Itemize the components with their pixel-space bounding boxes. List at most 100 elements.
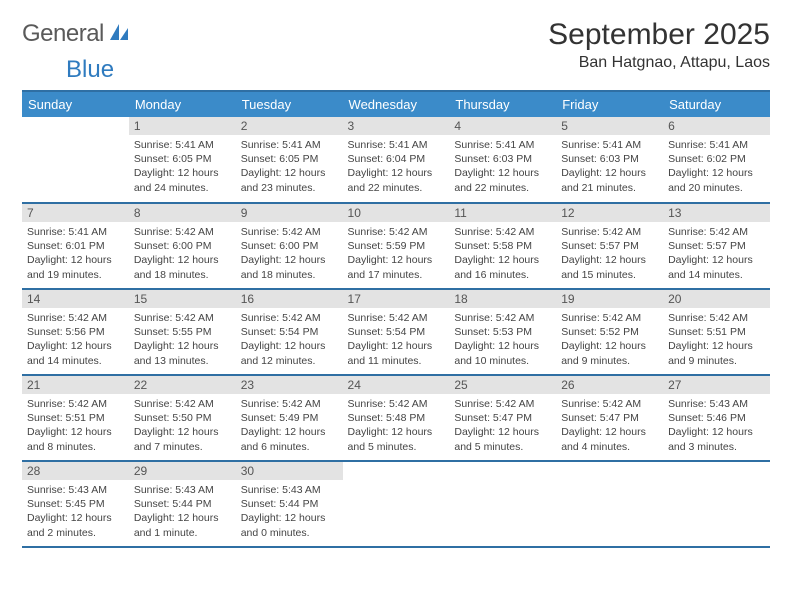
calendar-day: 19Sunrise: 5:42 AMSunset: 5:52 PMDayligh… xyxy=(556,289,663,375)
day-number: 2 xyxy=(236,117,343,135)
day-details: Sunrise: 5:42 AMSunset: 5:51 PMDaylight:… xyxy=(22,394,129,458)
day-details: Sunrise: 5:41 AMSunset: 6:04 PMDaylight:… xyxy=(343,135,450,199)
calendar-day: 23Sunrise: 5:42 AMSunset: 5:49 PMDayligh… xyxy=(236,375,343,461)
day-details: Sunrise: 5:42 AMSunset: 6:00 PMDaylight:… xyxy=(129,222,236,286)
day-number: 9 xyxy=(236,204,343,222)
calendar-empty xyxy=(556,461,663,547)
calendar-day: 20Sunrise: 5:42 AMSunset: 5:51 PMDayligh… xyxy=(663,289,770,375)
calendar-day: 24Sunrise: 5:42 AMSunset: 5:48 PMDayligh… xyxy=(343,375,450,461)
day-number: 25 xyxy=(449,376,556,394)
calendar-day: 8Sunrise: 5:42 AMSunset: 6:00 PMDaylight… xyxy=(129,203,236,289)
day-details: Sunrise: 5:42 AMSunset: 5:57 PMDaylight:… xyxy=(556,222,663,286)
day-number: 14 xyxy=(22,290,129,308)
day-number: 22 xyxy=(129,376,236,394)
brand-sail-icon xyxy=(108,22,130,47)
day-number: 11 xyxy=(449,204,556,222)
calendar-table: SundayMondayTuesdayWednesdayThursdayFrid… xyxy=(22,90,770,548)
day-details: Sunrise: 5:42 AMSunset: 5:56 PMDaylight:… xyxy=(22,308,129,372)
day-details: Sunrise: 5:42 AMSunset: 5:54 PMDaylight:… xyxy=(236,308,343,372)
day-number: 28 xyxy=(22,462,129,480)
day-details: Sunrise: 5:42 AMSunset: 6:00 PMDaylight:… xyxy=(236,222,343,286)
day-number: 7 xyxy=(22,204,129,222)
calendar-day: 22Sunrise: 5:42 AMSunset: 5:50 PMDayligh… xyxy=(129,375,236,461)
day-number: 13 xyxy=(663,204,770,222)
calendar-day: 14Sunrise: 5:42 AMSunset: 5:56 PMDayligh… xyxy=(22,289,129,375)
calendar-head: SundayMondayTuesdayWednesdayThursdayFrid… xyxy=(22,91,770,117)
day-details: Sunrise: 5:43 AMSunset: 5:46 PMDaylight:… xyxy=(663,394,770,458)
calendar-day: 7Sunrise: 5:41 AMSunset: 6:01 PMDaylight… xyxy=(22,203,129,289)
day-details: Sunrise: 5:41 AMSunset: 6:03 PMDaylight:… xyxy=(556,135,663,199)
day-details: Sunrise: 5:42 AMSunset: 5:59 PMDaylight:… xyxy=(343,222,450,286)
brand-logo: General xyxy=(22,18,132,48)
calendar-day: 11Sunrise: 5:42 AMSunset: 5:58 PMDayligh… xyxy=(449,203,556,289)
calendar-empty xyxy=(663,461,770,547)
day-number: 21 xyxy=(22,376,129,394)
day-details: Sunrise: 5:42 AMSunset: 5:47 PMDaylight:… xyxy=(556,394,663,458)
calendar-day: 21Sunrise: 5:42 AMSunset: 5:51 PMDayligh… xyxy=(22,375,129,461)
weekday-header: Sunday xyxy=(22,91,129,117)
day-details: Sunrise: 5:42 AMSunset: 5:52 PMDaylight:… xyxy=(556,308,663,372)
day-details: Sunrise: 5:41 AMSunset: 6:05 PMDaylight:… xyxy=(129,135,236,199)
calendar-day: 4Sunrise: 5:41 AMSunset: 6:03 PMDaylight… xyxy=(449,117,556,203)
calendar-day: 18Sunrise: 5:42 AMSunset: 5:53 PMDayligh… xyxy=(449,289,556,375)
day-details: Sunrise: 5:41 AMSunset: 6:01 PMDaylight:… xyxy=(22,222,129,286)
weekday-header: Friday xyxy=(556,91,663,117)
day-number: 29 xyxy=(129,462,236,480)
calendar-day: 26Sunrise: 5:42 AMSunset: 5:47 PMDayligh… xyxy=(556,375,663,461)
calendar-day: 16Sunrise: 5:42 AMSunset: 5:54 PMDayligh… xyxy=(236,289,343,375)
calendar-day: 25Sunrise: 5:42 AMSunset: 5:47 PMDayligh… xyxy=(449,375,556,461)
day-details: Sunrise: 5:42 AMSunset: 5:51 PMDaylight:… xyxy=(663,308,770,372)
day-details: Sunrise: 5:42 AMSunset: 5:54 PMDaylight:… xyxy=(343,308,450,372)
day-number: 4 xyxy=(449,117,556,135)
day-number: 16 xyxy=(236,290,343,308)
calendar-day: 17Sunrise: 5:42 AMSunset: 5:54 PMDayligh… xyxy=(343,289,450,375)
day-details: Sunrise: 5:43 AMSunset: 5:44 PMDaylight:… xyxy=(129,480,236,544)
day-number: 8 xyxy=(129,204,236,222)
day-details: Sunrise: 5:42 AMSunset: 5:53 PMDaylight:… xyxy=(449,308,556,372)
calendar-day: 3Sunrise: 5:41 AMSunset: 6:04 PMDaylight… xyxy=(343,117,450,203)
weekday-header: Tuesday xyxy=(236,91,343,117)
day-details: Sunrise: 5:42 AMSunset: 5:57 PMDaylight:… xyxy=(663,222,770,286)
calendar-day: 2Sunrise: 5:41 AMSunset: 6:05 PMDaylight… xyxy=(236,117,343,203)
calendar-day: 28Sunrise: 5:43 AMSunset: 5:45 PMDayligh… xyxy=(22,461,129,547)
day-number: 3 xyxy=(343,117,450,135)
calendar-day: 6Sunrise: 5:41 AMSunset: 6:02 PMDaylight… xyxy=(663,117,770,203)
calendar-day: 29Sunrise: 5:43 AMSunset: 5:44 PMDayligh… xyxy=(129,461,236,547)
calendar-day: 13Sunrise: 5:42 AMSunset: 5:57 PMDayligh… xyxy=(663,203,770,289)
day-number: 27 xyxy=(663,376,770,394)
weekday-header: Saturday xyxy=(663,91,770,117)
calendar-day: 30Sunrise: 5:43 AMSunset: 5:44 PMDayligh… xyxy=(236,461,343,547)
calendar-empty xyxy=(22,117,129,203)
brand-word1: General xyxy=(22,20,104,48)
day-number: 17 xyxy=(343,290,450,308)
calendar-day: 15Sunrise: 5:42 AMSunset: 5:55 PMDayligh… xyxy=(129,289,236,375)
calendar-day: 10Sunrise: 5:42 AMSunset: 5:59 PMDayligh… xyxy=(343,203,450,289)
day-number: 26 xyxy=(556,376,663,394)
day-details: Sunrise: 5:43 AMSunset: 5:44 PMDaylight:… xyxy=(236,480,343,544)
day-number: 20 xyxy=(663,290,770,308)
day-details: Sunrise: 5:42 AMSunset: 5:49 PMDaylight:… xyxy=(236,394,343,458)
day-details: Sunrise: 5:42 AMSunset: 5:58 PMDaylight:… xyxy=(449,222,556,286)
day-number: 23 xyxy=(236,376,343,394)
day-number: 12 xyxy=(556,204,663,222)
day-number: 5 xyxy=(556,117,663,135)
day-number: 10 xyxy=(343,204,450,222)
day-number: 19 xyxy=(556,290,663,308)
day-number: 18 xyxy=(449,290,556,308)
day-details: Sunrise: 5:41 AMSunset: 6:03 PMDaylight:… xyxy=(449,135,556,199)
weekday-header: Wednesday xyxy=(343,91,450,117)
calendar-day: 9Sunrise: 5:42 AMSunset: 6:00 PMDaylight… xyxy=(236,203,343,289)
weekday-header: Monday xyxy=(129,91,236,117)
calendar-day: 1Sunrise: 5:41 AMSunset: 6:05 PMDaylight… xyxy=(129,117,236,203)
weekday-header: Thursday xyxy=(449,91,556,117)
month-title: September 2025 xyxy=(548,18,770,52)
calendar-empty xyxy=(449,461,556,547)
day-number: 1 xyxy=(129,117,236,135)
day-number: 6 xyxy=(663,117,770,135)
calendar-empty xyxy=(343,461,450,547)
day-number: 30 xyxy=(236,462,343,480)
day-details: Sunrise: 5:42 AMSunset: 5:55 PMDaylight:… xyxy=(129,308,236,372)
brand-word2: Blue xyxy=(66,56,792,84)
calendar-day: 5Sunrise: 5:41 AMSunset: 6:03 PMDaylight… xyxy=(556,117,663,203)
day-number: 24 xyxy=(343,376,450,394)
